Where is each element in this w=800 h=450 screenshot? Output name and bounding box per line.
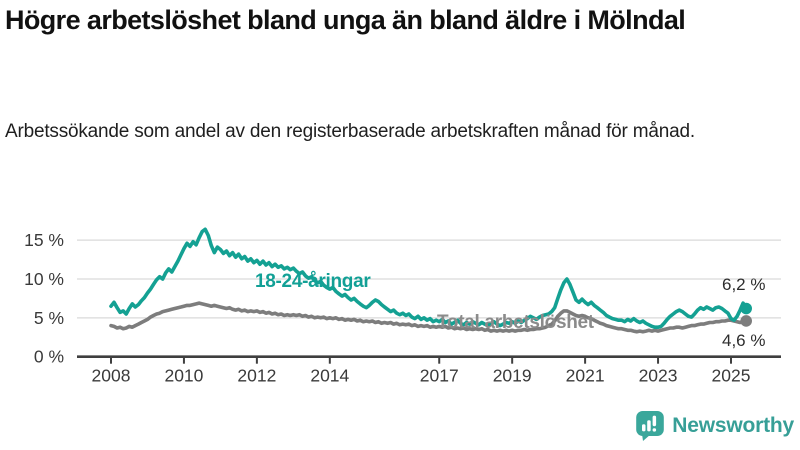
y-axis-tick-label: 0 % bbox=[34, 347, 64, 367]
x-axis-tick-label: 2019 bbox=[493, 366, 532, 386]
newsworthy-wordmark: Newsworthy bbox=[672, 413, 794, 437]
end-value-young: 6,2 % bbox=[722, 275, 766, 294]
page-title: Högre arbetslöshet bland unga än bland ä… bbox=[5, 5, 686, 35]
series-label-total: Total arbetslöshet bbox=[437, 312, 594, 333]
end-value-total: 4,6 % bbox=[722, 331, 766, 350]
y-axis-tick-label: 10 % bbox=[24, 269, 64, 289]
series-label-young: 18-24-åringar bbox=[255, 271, 371, 292]
newsworthy-logo: Newsworthy bbox=[635, 410, 794, 441]
series-line-total bbox=[109, 301, 749, 334]
y-axis-tick-label: 15 % bbox=[24, 230, 64, 250]
x-axis-tick-label: 2017 bbox=[420, 366, 459, 386]
end-dot-total bbox=[740, 315, 752, 327]
x-axis-tick-label: 2021 bbox=[566, 366, 605, 386]
x-axis-tick-label: 2010 bbox=[164, 366, 203, 386]
series-line-young bbox=[109, 227, 749, 329]
x-axis-tick-label: 2008 bbox=[92, 366, 131, 386]
newsworthy-bubble-icon bbox=[636, 411, 665, 441]
unemployment-line-chart: 0 % 5 % 10 % 15 % 2008 2010 2012 2014 2017 2019 20… bbox=[24, 227, 781, 386]
x-axis-tick-label: 2025 bbox=[712, 366, 751, 386]
x-axis-tick-label: 2012 bbox=[237, 366, 276, 386]
x-axis-tick-label: 2014 bbox=[310, 366, 349, 386]
page-subtitle: Arbetssökande som andel av den registerb… bbox=[5, 121, 695, 142]
end-dot-young bbox=[740, 302, 752, 315]
y-axis-tick-label: 5 % bbox=[34, 308, 64, 328]
x-axis-tick-label: 2023 bbox=[639, 366, 678, 386]
